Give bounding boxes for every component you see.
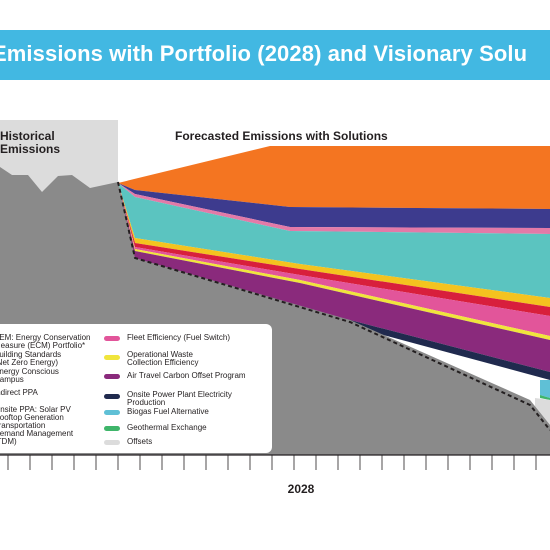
legend-swatch-fleet	[104, 336, 120, 341]
area-air-travel-carbon-offset-program	[118, 183, 550, 372]
legend-swatch-biogas	[104, 410, 120, 415]
stacked-areas	[118, 146, 550, 430]
area-geothermal-exchange	[540, 395, 550, 400]
area-biogas-fuel-alternative	[540, 380, 550, 398]
legend-label-indirect-ppa: Indirect PPA	[0, 388, 38, 397]
forecast-trend-line	[117, 181, 550, 431]
legend-label-geothermal: Geothermal Exchange	[127, 423, 207, 432]
legend-label-energy-conscious-campus: Energy Conscious Campus	[0, 367, 59, 384]
legend-label-onsite-ppa: Onsite PPA: Solar PV Rooftop Generation	[0, 405, 71, 422]
legend-label-waste: Operational Waste Collection Efficiency	[127, 350, 199, 367]
x-tick-label-2028: 2028	[288, 482, 315, 496]
legend-label-air-travel: Air Travel Carbon Offset Program	[127, 371, 246, 380]
legend-swatch-power-plant	[104, 394, 120, 399]
legend-label-tdm: Transportation Demand Management (TDM)	[0, 421, 74, 446]
historical-jag	[118, 120, 128, 180]
legend-label-power-plant: Onsite Power Plant Electricity Productio…	[127, 390, 232, 407]
legend: SEM: Energy Conservation Measure (ECM) P…	[0, 324, 272, 453]
legend-swatch-geothermal	[104, 426, 120, 431]
legend-label-sem: SEM: Energy Conservation Measure (ECM) P…	[0, 333, 91, 350]
x-axis-ticks	[7, 455, 537, 470]
legend-swatch-offsets	[104, 440, 120, 445]
area-sem-energy-conservation-measure-ecm-portfolio	[118, 146, 550, 209]
area-onsite-ppa-solar-pv-rooftop-generation	[118, 183, 550, 307]
area-fleet-efficiency-fuel-switch	[118, 183, 550, 336]
area-energy-conscious-campus	[118, 183, 550, 234]
area-building-standards-net-zero-energy	[118, 183, 550, 228]
page-title: Emissions with Portfolio (2028) and Visi…	[0, 41, 528, 66]
legend-label-offsets: Offsets	[127, 437, 153, 446]
legend-label-biogas: Biogas Fuel Alternative	[127, 407, 209, 416]
legend-swatch-waste	[104, 355, 120, 360]
forecast-label: Forecasted Emissions with Solutions	[175, 129, 388, 143]
area-indirect-ppa	[118, 183, 550, 298]
legend-swatch-air-travel	[104, 374, 120, 379]
historical-label: Historical Emissions	[0, 129, 61, 156]
legend-label-building-standards: Building Standards (Net Zero Energy)	[0, 350, 62, 367]
title-banner: Emissions with Portfolio (2028) and Visi…	[0, 30, 550, 80]
area-transportation-demand-management-tdm	[118, 183, 550, 316]
legend-label-fleet: Fleet Efficiency (Fuel Switch)	[127, 333, 230, 342]
